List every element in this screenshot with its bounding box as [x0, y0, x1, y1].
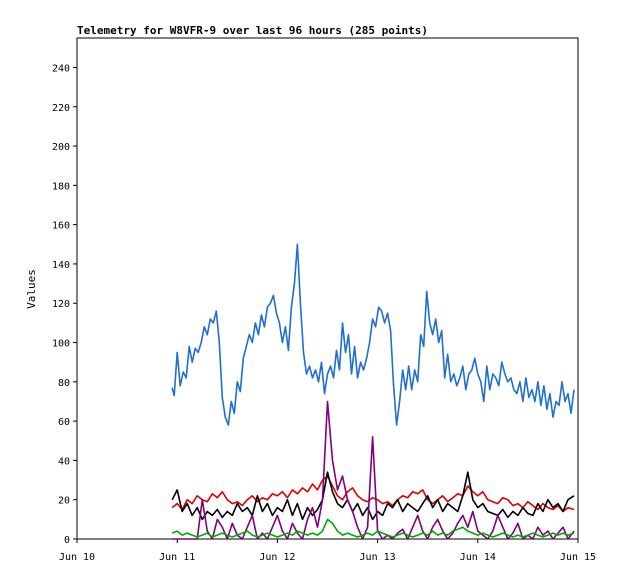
series-line-5: [171, 518, 575, 538]
x-tick-label: Jun 15: [560, 552, 596, 563]
y-tick-label: 160: [52, 221, 70, 232]
y-tick-label: 180: [52, 181, 70, 192]
y-axis-label: Values: [25, 269, 38, 309]
chart-title: Telemetry for W8VFR-9 over last 96 hours…: [77, 24, 428, 37]
series-group: [171, 243, 575, 540]
x-tick-label: Jun 11: [159, 552, 195, 563]
y-axis: 0 20 40 60 80 100 120 140 160 180 200 220 240: [52, 63, 77, 546]
series-line-1: [171, 243, 575, 426]
y-tick-label: 20: [58, 496, 70, 507]
x-tick-label: Jun 13: [360, 552, 396, 563]
series-line-2: [171, 475, 575, 513]
x-tick-label: Jun 14: [460, 552, 496, 563]
y-tick-label: 200: [52, 142, 70, 153]
y-tick-label: 0: [64, 535, 70, 546]
series-line-3: [171, 471, 575, 521]
x-tick-label: Jun 12: [259, 552, 295, 563]
y-tick-label: 40: [58, 456, 70, 467]
y-tick-label: 60: [58, 417, 70, 428]
y-tick-label: 220: [52, 103, 70, 114]
x-axis: Jun 10 Jun 11 Jun 12 Jun 13 Jun 14 Jun 15: [59, 539, 596, 563]
y-tick-label: 240: [52, 63, 70, 74]
y-tick-label: 100: [52, 339, 70, 350]
y-tick-label: 80: [58, 378, 70, 389]
plot-frame: [76, 37, 579, 540]
y-tick-label: 140: [52, 260, 70, 271]
x-tick-label: Jun 10: [59, 552, 95, 563]
y-tick-label: 120: [52, 299, 70, 310]
